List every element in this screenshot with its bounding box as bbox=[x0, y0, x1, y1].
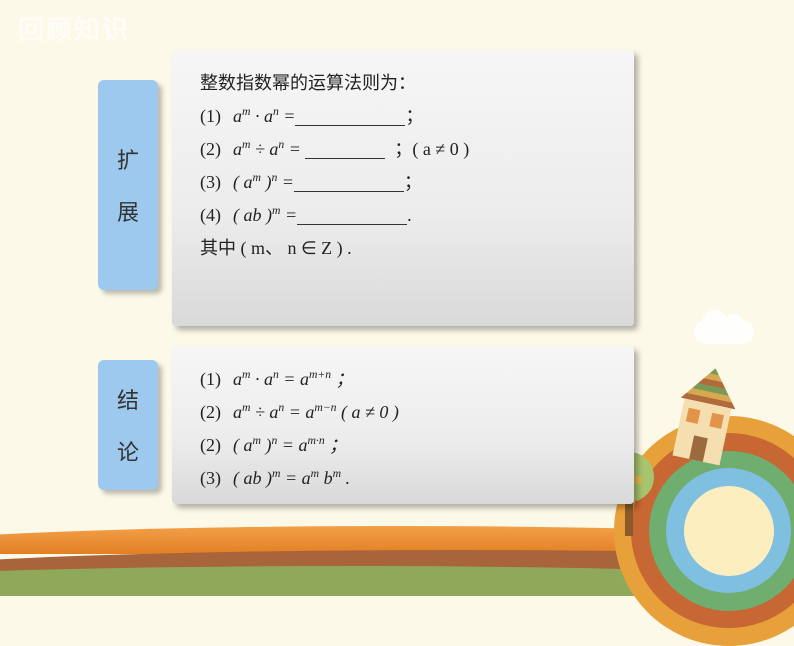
formula-number: (1) bbox=[200, 103, 221, 130]
page-title: 回顾知识 bbox=[18, 10, 130, 47]
tab-char: 结 bbox=[117, 383, 139, 415]
panel-expand-label: 扩 展 bbox=[98, 80, 158, 290]
formula-number: (3) bbox=[200, 465, 221, 492]
formula-row: (2) am ÷ an = am−n ( a ≠ 0 ) bbox=[200, 399, 606, 426]
formula-row: (3) ( am )n = ； bbox=[200, 169, 606, 196]
formula-tail: ；( a ≠ 0 ) bbox=[394, 136, 469, 163]
formula-tail: . bbox=[407, 202, 412, 229]
panel-conclusion-label: 结 论 bbox=[98, 360, 158, 490]
formula-expr: ( am )n = am·n ； bbox=[233, 432, 347, 459]
formula-row: (1) am · an = am+n ； bbox=[200, 366, 606, 393]
formula-number: (2) bbox=[200, 432, 221, 459]
formula-number: (4) bbox=[200, 202, 221, 229]
formula-row: (4) ( ab )m = . bbox=[200, 202, 606, 229]
formula-number: (1) bbox=[200, 366, 221, 393]
panel-conclusion: 结 论 (1) am · an = am+n ； (2) am ÷ an = a… bbox=[98, 346, 634, 504]
tab-char: 扩 bbox=[117, 143, 139, 175]
panel-expand-footer: 其中 ( m、 n ∈ Z ) . bbox=[200, 235, 606, 262]
cloud-icon bbox=[694, 320, 754, 344]
fill-blank bbox=[295, 108, 405, 126]
formula-tail: ； bbox=[404, 169, 422, 196]
panel-expand: 扩 展 整数指数幂的运算法则为： (1) am · an = ； (2) am … bbox=[98, 50, 634, 326]
formula-expr: ( ab )m = bbox=[233, 202, 297, 229]
formula-expr: ( am )n = bbox=[233, 169, 294, 196]
formula-expr: am · an = am+n ； bbox=[233, 366, 354, 393]
formula-number: (2) bbox=[200, 399, 221, 426]
panel-conclusion-content: (1) am · an = am+n ； (2) am ÷ an = am−n … bbox=[172, 346, 634, 504]
formula-expr: am · an = bbox=[233, 103, 295, 130]
formula-row: (3) ( ab )m = am bm . bbox=[200, 465, 606, 492]
formula-number: (2) bbox=[200, 136, 221, 163]
formula-row: (2) ( am )n = am·n ； bbox=[200, 432, 606, 459]
formula-row: (2) am ÷ an = ；( a ≠ 0 ) bbox=[200, 136, 606, 163]
tab-char: 展 bbox=[117, 195, 139, 227]
formula-tail: ； bbox=[405, 103, 423, 130]
formula-row: (1) am · an = ； bbox=[200, 103, 606, 130]
tab-char: 论 bbox=[117, 435, 139, 467]
formula-expr: am ÷ an = bbox=[233, 136, 301, 163]
formula-expr: ( ab )m = am bm . bbox=[233, 465, 350, 492]
fill-blank bbox=[297, 207, 407, 225]
panel-expand-heading: 整数指数幂的运算法则为： bbox=[200, 70, 606, 97]
fill-blank bbox=[294, 174, 404, 192]
formula-expr: am ÷ an = am−n ( a ≠ 0 ) bbox=[233, 399, 399, 426]
formula-number: (3) bbox=[200, 169, 221, 196]
panel-expand-content: 整数指数幂的运算法则为： (1) am · an = ； (2) am ÷ an… bbox=[172, 50, 634, 326]
fill-blank bbox=[305, 141, 385, 159]
